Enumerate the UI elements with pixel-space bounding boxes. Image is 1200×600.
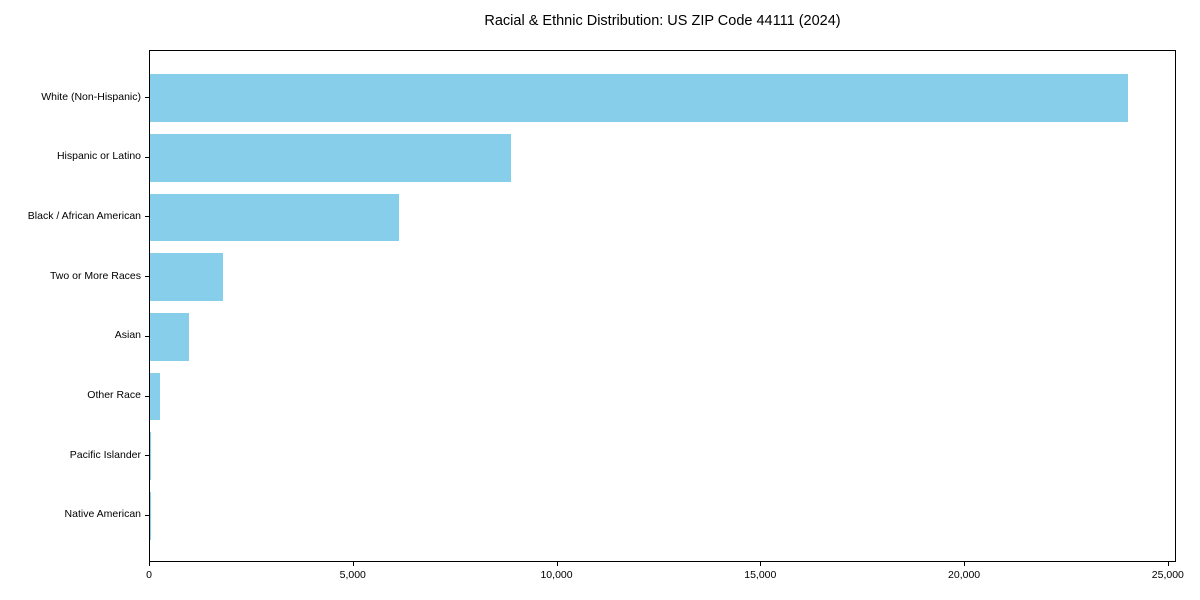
y-tick-mark (145, 156, 149, 158)
y-tick-mark (145, 276, 149, 278)
x-tick-mark (352, 562, 354, 566)
x-tick-mark (1167, 562, 1169, 566)
bar (150, 432, 152, 481)
x-tick-mark (964, 562, 966, 566)
y-tick-mark (145, 395, 149, 397)
y-tick-label: Other Race (87, 389, 141, 401)
bar (150, 372, 161, 421)
x-tick-label: 10,000 (540, 569, 573, 581)
x-tick-label: 15,000 (744, 569, 777, 581)
y-tick-mark (145, 514, 149, 516)
x-tick-mark (149, 562, 150, 566)
bar (150, 193, 399, 242)
chart-title: Racial & Ethnic Distribution: US ZIP Cod… (484, 13, 841, 29)
y-tick-label: Native American (64, 508, 141, 521)
y-tick-label: Two or More Races (49, 269, 141, 282)
x-tick-mark (760, 562, 762, 566)
y-tick-label: Pacific Islander (69, 448, 141, 461)
x-tick-label: 20,000 (948, 569, 981, 581)
y-tick-label: Asian (114, 329, 141, 342)
y-tick-mark (145, 455, 149, 457)
y-tick-label: Hispanic or Latino (56, 150, 141, 163)
bar (150, 312, 189, 361)
bar (150, 253, 224, 302)
x-tick-label: 5,000 (339, 569, 366, 581)
bar (150, 74, 1129, 122)
plot-area (149, 50, 1176, 562)
y-tick-label: Black / African American (27, 209, 141, 222)
x-tick-label: 0 (146, 569, 152, 581)
bar (150, 133, 511, 182)
y-tick-mark (145, 216, 149, 218)
x-tick-label: 25,000 (1151, 569, 1184, 581)
y-tick-mark (145, 97, 149, 99)
y-tick-label: White (Non-Hispanic) (41, 90, 141, 103)
y-tick-mark (145, 335, 149, 337)
x-tick-mark (556, 562, 558, 566)
